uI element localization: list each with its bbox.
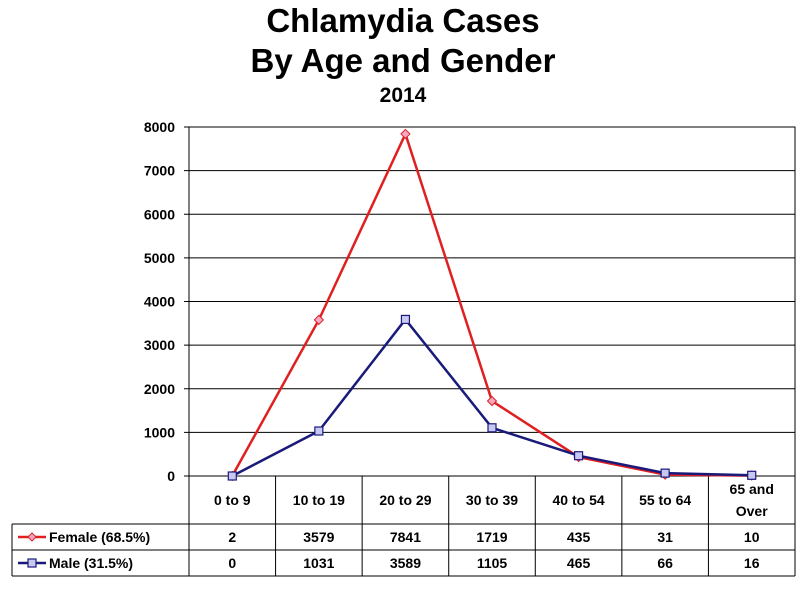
- table-value-cell: 10: [744, 529, 760, 545]
- data-point-square: [747, 470, 757, 480]
- legend-series-label: Male (31.5%): [49, 555, 133, 571]
- data-point-diamond: [486, 395, 498, 407]
- chart-subtitle: 2014: [379, 84, 427, 107]
- y-tick-label: 7000: [144, 163, 175, 179]
- table-value-cell: 66: [657, 555, 673, 571]
- data-point-diamond: [400, 128, 411, 140]
- data-point-square: [487, 423, 497, 433]
- data-point-diamond: [313, 314, 325, 326]
- table-value-cell: 1105: [477, 555, 508, 571]
- table-value-cell: 3589: [390, 555, 421, 571]
- data-point-square: [314, 426, 324, 436]
- table-value-cell: 3579: [303, 529, 334, 545]
- y-tick-label: 6000: [144, 206, 175, 222]
- y-tick-label: 2000: [144, 381, 175, 397]
- y-tick-label: 1000: [144, 424, 175, 440]
- y-tick-label: 0: [167, 468, 175, 484]
- x-category-label: 40 to 54: [553, 492, 605, 508]
- legend-key-marker: [27, 558, 37, 568]
- table-value-cell: 16: [744, 555, 760, 571]
- y-tick-label: 4000: [144, 294, 175, 310]
- plot-area-border: [188, 126, 796, 477]
- table-value-cell: 31: [657, 529, 673, 545]
- table-value-cell: 465: [567, 555, 591, 571]
- data-point-square: [660, 468, 670, 478]
- x-category-label: 20 to 29: [379, 492, 431, 508]
- table-value-cell: 1031: [303, 555, 334, 571]
- data-point-square: [227, 471, 237, 481]
- chart-title-line-2: By Age and Gender: [250, 42, 556, 79]
- legend-key-marker: [27, 532, 37, 542]
- chart-title: Chlamydia Cases: [266, 2, 540, 39]
- x-category-label: Over: [736, 503, 768, 519]
- table-value-cell: 7841: [390, 529, 421, 545]
- x-category-label: 0 to 9: [214, 492, 251, 508]
- table-value-cell: 0: [228, 555, 236, 571]
- y-tick-label: 8000: [144, 119, 175, 135]
- y-tick-label: 3000: [144, 337, 175, 353]
- x-category-label: 10 to 19: [293, 492, 345, 508]
- legend-series-label: Female (68.5%): [49, 529, 150, 545]
- x-category-label: 55 to 64: [639, 492, 691, 508]
- table-value-cell: 2: [228, 529, 236, 545]
- table-value-cell: 1719: [476, 529, 507, 545]
- table-value-cell: 435: [567, 529, 591, 545]
- data-point-square: [573, 451, 584, 461]
- x-category-label: 65 and: [730, 481, 774, 497]
- y-tick-label: 5000: [144, 250, 175, 266]
- data-point-square: [400, 314, 411, 325]
- x-category-label: 30 to 39: [466, 492, 518, 508]
